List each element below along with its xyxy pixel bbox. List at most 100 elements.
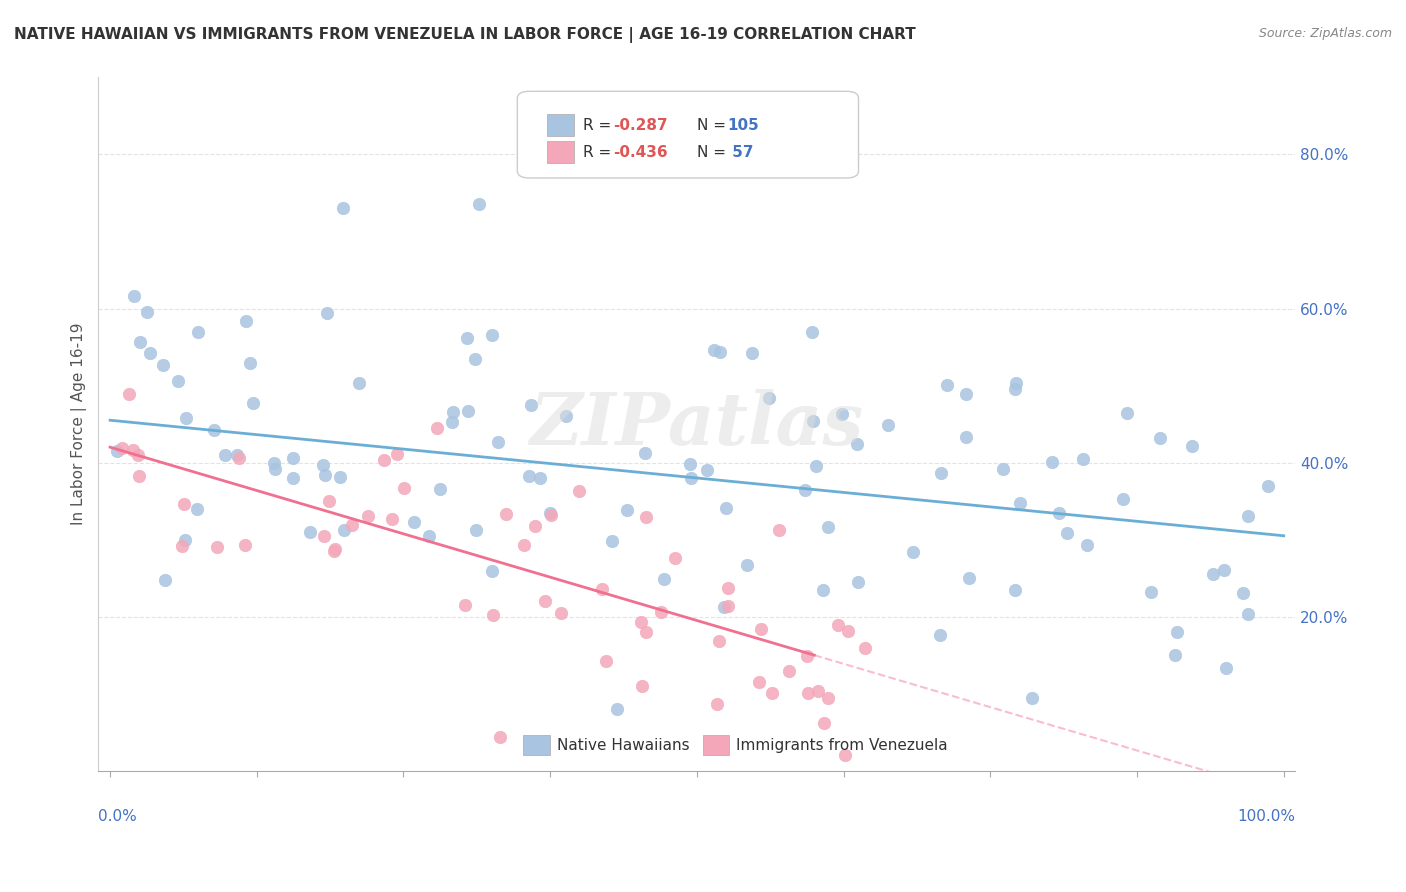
Point [800, 325, 823, 339]
Point [748, 674, 770, 689]
Point [349, 376, 371, 390]
Point [1237, 509, 1260, 524]
Point [813, 715, 835, 730]
Point [550, 606, 572, 620]
Point [834, 748, 856, 763]
Point [1005, 376, 1028, 391]
Text: N =: N = [697, 145, 731, 160]
Point [136, 305, 159, 319]
Point [105, 443, 128, 458]
Point [555, 409, 578, 423]
Point [817, 520, 839, 534]
Point [1040, 454, 1063, 468]
Point [706, 697, 728, 711]
Point [1237, 607, 1260, 621]
Text: 0.0%: 0.0% [98, 809, 138, 824]
Point [329, 469, 352, 483]
Point [517, 469, 540, 483]
Point [1021, 690, 1043, 705]
Point [111, 441, 134, 455]
Point [523, 519, 546, 533]
Point [481, 608, 503, 623]
Point [468, 196, 491, 211]
Point [235, 314, 257, 328]
Bar [703, 735, 730, 756]
Point [735, 558, 758, 572]
Text: Source: ZipAtlas.com: Source: ZipAtlas.com [1258, 27, 1392, 40]
Point [373, 453, 395, 467]
Point [323, 542, 346, 557]
Point [650, 605, 672, 619]
Point [263, 456, 285, 470]
Point [703, 343, 725, 357]
Point [214, 449, 236, 463]
Point [716, 599, 738, 613]
Point [283, 471, 305, 485]
Point [187, 326, 209, 340]
Point [173, 533, 195, 547]
Point [991, 462, 1014, 476]
Point [634, 446, 657, 460]
Point [714, 500, 737, 515]
Point [481, 564, 503, 578]
Point [929, 466, 952, 480]
Point [634, 624, 657, 639]
Point [127, 448, 149, 462]
Point [454, 598, 477, 612]
Point [233, 538, 256, 552]
Point [540, 508, 562, 522]
Point [846, 575, 869, 590]
Point [630, 615, 652, 629]
Point [794, 483, 817, 498]
Point [170, 539, 193, 553]
Bar [523, 735, 550, 756]
Text: Immigrants from Venezuela: Immigrants from Venezuela [737, 738, 948, 753]
Point [402, 515, 425, 529]
Point [299, 524, 322, 539]
Point [1047, 506, 1070, 520]
Point [392, 481, 415, 495]
Point [606, 702, 628, 716]
Point [1181, 439, 1204, 453]
Point [489, 730, 512, 744]
Point [600, 533, 623, 548]
FancyBboxPatch shape [517, 91, 859, 178]
Point [495, 508, 517, 522]
Point [534, 594, 557, 608]
Point [316, 306, 339, 320]
Point [652, 572, 675, 586]
Point [318, 494, 340, 508]
Point [228, 451, 250, 466]
Point [568, 483, 591, 498]
Text: R =: R = [583, 118, 616, 133]
Point [122, 289, 145, 303]
Point [592, 582, 614, 596]
Point [741, 346, 763, 360]
Point [853, 641, 876, 656]
Point [876, 418, 898, 433]
Point [1164, 648, 1187, 662]
Point [936, 378, 959, 392]
Point [186, 502, 208, 516]
Point [831, 407, 853, 421]
Point [1140, 585, 1163, 599]
Point [955, 429, 977, 443]
Point [1115, 406, 1137, 420]
Point [955, 387, 977, 401]
Text: 105: 105 [727, 118, 759, 133]
Point [957, 571, 980, 585]
Point [333, 524, 356, 538]
Point [264, 462, 287, 476]
Point [1212, 563, 1234, 577]
Point [340, 517, 363, 532]
Text: NATIVE HAWAIIAN VS IMMIGRANTS FROM VENEZUELA IN LABOR FORCE | AGE 16-19 CORRELAT: NATIVE HAWAIIAN VS IMMIGRANTS FROM VENEZ… [14, 27, 915, 43]
Text: Native Hawaiians: Native Hawaiians [557, 738, 689, 753]
Bar [547, 141, 574, 163]
Point [520, 398, 543, 412]
Point [761, 685, 783, 699]
Point [457, 404, 479, 418]
Point [717, 581, 740, 595]
Point [239, 356, 262, 370]
Point [464, 524, 486, 538]
Point [129, 334, 152, 349]
